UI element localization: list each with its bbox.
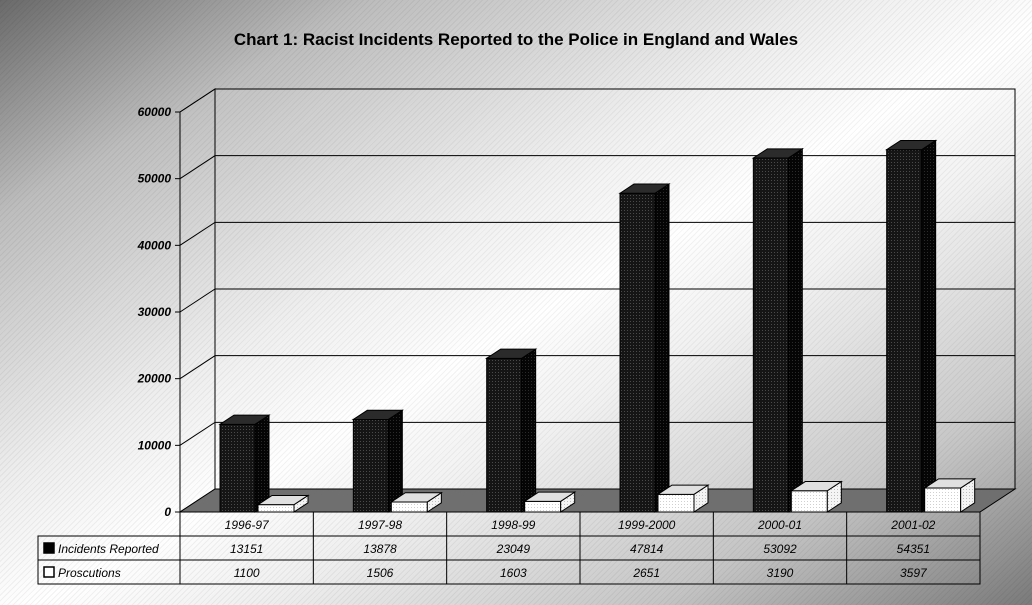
data-table-value: 1603 [500, 566, 527, 580]
data-table-value: 54351 [897, 542, 930, 556]
bar-incidents-front [352, 418, 389, 513]
bar-incidents-front [752, 157, 789, 513]
chart-title: Chart 1: Racist Incidents Reported to th… [234, 30, 798, 49]
bar-prosecutions [922, 477, 977, 513]
bar-incidents [884, 139, 938, 513]
bar-prosecutions-top [389, 492, 444, 503]
bar-incidents-top [484, 348, 538, 359]
bar-incidents [351, 409, 405, 513]
x-category-label: 1999-2000 [618, 518, 676, 532]
bar-incidents-top [618, 183, 671, 194]
bar-incidents-front [886, 149, 923, 513]
bar-incidents-front [219, 423, 256, 513]
bar-prosecutions-top [256, 494, 310, 506]
bar-prosecutions-front [257, 504, 295, 513]
y-tick-label: 40000 [137, 238, 172, 252]
bar-prosecutions-front [657, 493, 695, 513]
bar-prosecutions-top [522, 491, 577, 502]
legend-swatch [43, 542, 55, 554]
bar-prosecutions-front [390, 501, 428, 513]
bar-incidents-top [884, 139, 938, 151]
y-tick-label: 60000 [138, 105, 172, 119]
bar-incidents-side [521, 348, 537, 513]
gridline [179, 288, 1015, 313]
bar-incidents-side [254, 414, 270, 513]
data-table-value: 47814 [630, 542, 664, 556]
x-category-label: 1998-99 [491, 518, 535, 532]
bar-incidents-side [921, 139, 937, 513]
x-category-label: 2000-01 [757, 518, 802, 532]
bar-prosecutions-front [524, 500, 562, 513]
bar-incidents [751, 147, 805, 513]
bar-incidents-top [351, 409, 405, 420]
bar-incidents-top [218, 414, 271, 425]
legend-label: Proscutions [58, 566, 121, 580]
data-table-value: 1100 [234, 566, 260, 580]
y-tick-label: 30000 [138, 305, 172, 319]
bar-incidents-front [486, 357, 523, 513]
bar-prosecutions-top [656, 484, 710, 495]
bar-prosecutions-front [924, 487, 962, 513]
data-table-value: 23049 [496, 542, 531, 556]
data-table-value: 3597 [900, 566, 928, 580]
data-table-value: 3190 [767, 566, 794, 580]
bar-prosecutions-top [922, 478, 977, 489]
data-table-value: 13878 [363, 542, 397, 556]
data-table-value: 1506 [367, 566, 394, 580]
gridline [179, 355, 1015, 380]
gridline [179, 221, 1015, 246]
bar-prosecutions-front [790, 490, 828, 513]
data-table-value: 13151 [230, 542, 263, 556]
bar-incidents-top [751, 148, 805, 159]
bar-incidents-side [654, 183, 670, 513]
x-category-label: 1996-97 [225, 518, 270, 532]
bar-prosecutions-top [789, 481, 844, 492]
y-tick-label: 10000 [138, 438, 172, 452]
data-table-value: 53092 [763, 542, 797, 556]
gridline [179, 155, 1015, 180]
legend-swatch [43, 566, 55, 578]
gridline [179, 421, 1015, 446]
bar-incidents [484, 348, 538, 513]
bar-prosecutions [656, 484, 710, 513]
x-category-label: 1997-98 [358, 518, 402, 532]
y-tick-label: 50000 [138, 172, 172, 186]
bar-prosecutions [789, 480, 844, 513]
bar-incidents-front [619, 192, 656, 513]
gridline [179, 88, 1015, 113]
legend-label: Incidents Reported [58, 542, 159, 556]
data-table-value: 2651 [632, 566, 660, 580]
bar-incidents [218, 414, 271, 513]
y-tick-label: 20000 [137, 372, 172, 386]
bar-incidents-side [787, 147, 803, 513]
bar-incidents [618, 183, 671, 513]
x-category-label: 2001-02 [890, 518, 935, 532]
y-tick-label: 0 [164, 505, 171, 519]
